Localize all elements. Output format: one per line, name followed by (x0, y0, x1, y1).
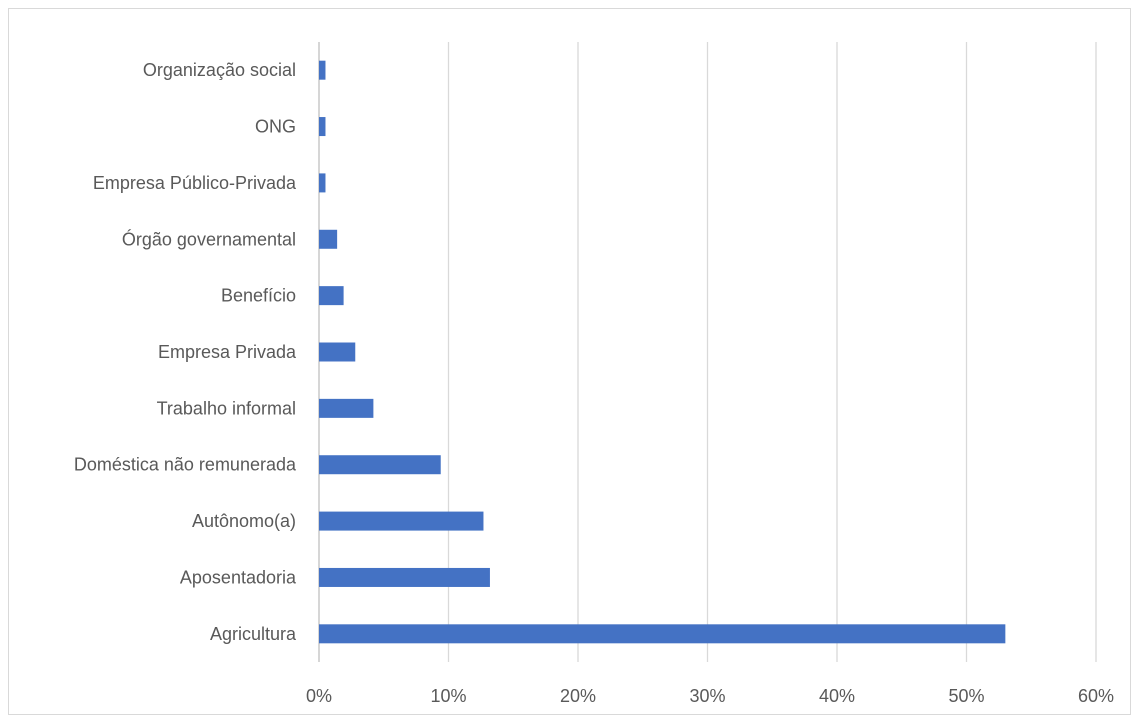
category-label: Órgão governamental (122, 228, 296, 249)
bar (319, 624, 1006, 644)
bar (319, 342, 356, 362)
category-label: Empresa Privada (158, 342, 297, 362)
category-label: Doméstica não remunerada (74, 455, 297, 475)
bar (319, 173, 326, 193)
bar (319, 286, 344, 306)
x-tick-label: 30% (689, 686, 725, 706)
x-tick-label: 20% (560, 686, 596, 706)
chart-frame (8, 8, 1131, 715)
x-tick-label: 50% (948, 686, 984, 706)
category-label: Empresa Público-Privada (93, 173, 297, 193)
x-tick-label: 10% (430, 686, 466, 706)
bar (319, 117, 326, 137)
bar (319, 60, 326, 80)
category-label: ONG (255, 117, 296, 137)
category-label: Agricultura (210, 624, 297, 644)
x-tick-label: 60% (1078, 686, 1114, 706)
category-label: Benefício (221, 286, 296, 306)
category-label: Aposentadoria (180, 567, 297, 587)
x-tick-label: 40% (819, 686, 855, 706)
bar (319, 455, 441, 475)
x-tick-label: 0% (306, 686, 332, 706)
category-label: Trabalho informal (157, 398, 296, 418)
bar (319, 398, 374, 418)
bar (319, 229, 338, 249)
category-label: Autônomo(a) (192, 511, 296, 531)
category-label: Organização social (143, 60, 296, 80)
bar (319, 511, 484, 531)
bar (319, 567, 490, 587)
